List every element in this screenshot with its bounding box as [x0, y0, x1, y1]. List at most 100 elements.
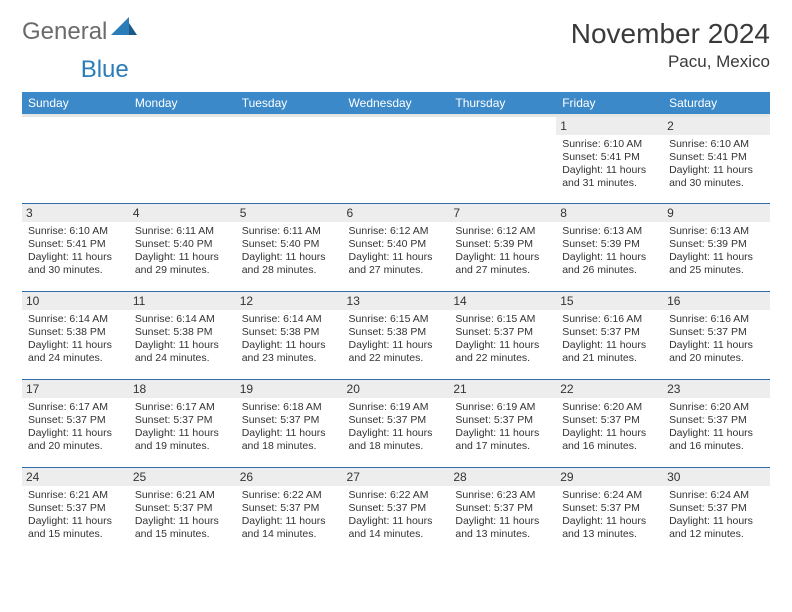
day-details: Sunrise: 6:17 AMSunset: 5:37 PMDaylight:…	[135, 401, 230, 454]
day-number: 23	[663, 380, 770, 398]
day-detail-line: Sunrise: 6:12 AM	[349, 225, 444, 238]
day-details: Sunrise: 6:24 AMSunset: 5:37 PMDaylight:…	[669, 489, 764, 542]
day-number: 12	[236, 292, 343, 310]
logo-text-general: General	[22, 18, 107, 46]
day-detail-line: Daylight: 11 hours and 27 minutes.	[455, 251, 550, 277]
day-number: 6	[343, 204, 450, 222]
day-detail-line: Sunrise: 6:17 AM	[135, 401, 230, 414]
calendar-day-cell: 29Sunrise: 6:24 AMSunset: 5:37 PMDayligh…	[556, 468, 663, 556]
day-details: Sunrise: 6:14 AMSunset: 5:38 PMDaylight:…	[28, 313, 123, 366]
calendar-head: SundayMondayTuesdayWednesdayThursdayFrid…	[22, 92, 770, 116]
day-detail-line: Daylight: 11 hours and 18 minutes.	[349, 427, 444, 453]
day-details: Sunrise: 6:14 AMSunset: 5:38 PMDaylight:…	[242, 313, 337, 366]
day-detail-line: Daylight: 11 hours and 12 minutes.	[669, 515, 764, 541]
day-details: Sunrise: 6:11 AMSunset: 5:40 PMDaylight:…	[135, 225, 230, 278]
day-detail-line: Sunrise: 6:10 AM	[669, 138, 764, 151]
day-number	[22, 117, 129, 135]
day-detail-line: Daylight: 11 hours and 24 minutes.	[135, 339, 230, 365]
day-details: Sunrise: 6:13 AMSunset: 5:39 PMDaylight:…	[562, 225, 657, 278]
day-details: Sunrise: 6:11 AMSunset: 5:40 PMDaylight:…	[242, 225, 337, 278]
calendar-day-cell: 9Sunrise: 6:13 AMSunset: 5:39 PMDaylight…	[663, 204, 770, 292]
day-detail-line: Daylight: 11 hours and 29 minutes.	[135, 251, 230, 277]
calendar-day-cell	[22, 116, 129, 204]
title-block: November 2024 Pacu, Mexico	[571, 18, 770, 72]
day-details: Sunrise: 6:12 AMSunset: 5:40 PMDaylight:…	[349, 225, 444, 278]
day-detail-line: Sunrise: 6:17 AM	[28, 401, 123, 414]
day-number	[449, 117, 556, 135]
calendar-day-cell: 28Sunrise: 6:23 AMSunset: 5:37 PMDayligh…	[449, 468, 556, 556]
day-number: 10	[22, 292, 129, 310]
day-detail-line: Sunrise: 6:10 AM	[562, 138, 657, 151]
day-number: 13	[343, 292, 450, 310]
calendar-day-cell: 2Sunrise: 6:10 AMSunset: 5:41 PMDaylight…	[663, 116, 770, 204]
day-detail-line: Sunrise: 6:22 AM	[242, 489, 337, 502]
calendar-day-cell: 4Sunrise: 6:11 AMSunset: 5:40 PMDaylight…	[129, 204, 236, 292]
calendar-day-cell: 7 Sunrise: 6:12 AMSunset: 5:39 PMDaylight…	[449, 204, 556, 292]
day-detail-line: Sunset: 5:40 PM	[135, 238, 230, 251]
day-detail-line: Daylight: 11 hours and 28 minutes.	[242, 251, 337, 277]
day-detail-line: Sunset: 5:37 PM	[669, 326, 764, 339]
day-detail-line: Daylight: 11 hours and 24 minutes.	[28, 339, 123, 365]
day-number	[236, 117, 343, 135]
day-detail-line: Sunrise: 6:14 AM	[28, 313, 123, 326]
day-details: Sunrise: 6:21 AMSunset: 5:37 PMDaylight:…	[28, 489, 123, 542]
day-detail-line: Sunset: 5:37 PM	[562, 502, 657, 515]
day-detail-line: Sunset: 5:39 PM	[455, 238, 550, 251]
calendar-day-cell: 17Sunrise: 6:17 AMSunset: 5:37 PMDayligh…	[22, 380, 129, 468]
day-number	[343, 117, 450, 135]
calendar-day-cell	[236, 116, 343, 204]
calendar-table: SundayMondayTuesdayWednesdayThursdayFrid…	[22, 92, 770, 556]
day-detail-line: Sunrise: 6:20 AM	[562, 401, 657, 414]
day-details: Sunrise: 6:22 AMSunset: 5:37 PMDaylight:…	[242, 489, 337, 542]
location-label: Pacu, Mexico	[571, 52, 770, 72]
day-detail-line: Sunset: 5:37 PM	[242, 502, 337, 515]
day-detail-line: Sunrise: 6:14 AM	[135, 313, 230, 326]
calendar-day-cell: 23Sunrise: 6:20 AMSunset: 5:37 PMDayligh…	[663, 380, 770, 468]
weekday-header: Friday	[556, 92, 663, 116]
day-detail-line: Daylight: 11 hours and 25 minutes.	[669, 251, 764, 277]
calendar-week-row: 10 Sunrise: 6:14 AMSunset: 5:38 PMDayligh…	[22, 292, 770, 380]
day-detail-line: Sunset: 5:37 PM	[562, 414, 657, 427]
day-number: 25	[129, 468, 236, 486]
day-details: Sunrise: 6:16 AMSunset: 5:37 PMDaylight:…	[562, 313, 657, 366]
day-details: Sunrise: 6:10 AMSunset: 5:41 PMDaylight:…	[28, 225, 123, 278]
day-details: Sunrise: 6:16 AMSunset: 5:37 PMDaylight:…	[669, 313, 764, 366]
day-details: Sunrise: 6:12 AMSunset: 5:39 PMDaylight:…	[455, 225, 550, 278]
day-number: 5	[236, 204, 343, 222]
day-number: 7	[449, 204, 556, 222]
calendar-day-cell: 1Sunrise: 6:10 AMSunset: 5:41 PMDaylight…	[556, 116, 663, 204]
calendar-day-cell: 16Sunrise: 6:16 AMSunset: 5:37 PMDayligh…	[663, 292, 770, 380]
calendar-week-row: 24Sunrise: 6:21 AMSunset: 5:37 PMDayligh…	[22, 468, 770, 556]
calendar-day-cell: 6 Sunrise: 6:12 AMSunset: 5:40 PMDaylight…	[343, 204, 450, 292]
calendar-week-row: 1Sunrise: 6:10 AMSunset: 5:41 PMDaylight…	[22, 116, 770, 204]
day-detail-line: Sunset: 5:40 PM	[242, 238, 337, 251]
day-detail-line: Sunset: 5:37 PM	[455, 502, 550, 515]
day-number: 8	[556, 204, 663, 222]
day-detail-line: Sunset: 5:37 PM	[135, 414, 230, 427]
day-number: 24	[22, 468, 129, 486]
day-number: 14	[449, 292, 556, 310]
day-number: 3	[22, 204, 129, 222]
day-details: Sunrise: 6:15 AMSunset: 5:38 PMDaylight:…	[349, 313, 444, 366]
day-detail-line: Sunrise: 6:19 AM	[455, 401, 550, 414]
calendar-body: 1Sunrise: 6:10 AMSunset: 5:41 PMDaylight…	[22, 116, 770, 556]
day-detail-line: Daylight: 11 hours and 14 minutes.	[242, 515, 337, 541]
day-detail-line: Sunset: 5:37 PM	[28, 502, 123, 515]
day-detail-line: Sunset: 5:37 PM	[28, 414, 123, 427]
day-detail-line: Daylight: 11 hours and 15 minutes.	[135, 515, 230, 541]
day-number: 18	[129, 380, 236, 398]
day-detail-line: Sunrise: 6:18 AM	[242, 401, 337, 414]
day-detail-line: Sunset: 5:37 PM	[242, 414, 337, 427]
day-detail-line: Sunrise: 6:21 AM	[28, 489, 123, 502]
day-detail-line: Sunset: 5:37 PM	[669, 502, 764, 515]
calendar-day-cell: 5 Sunrise: 6:11 AMSunset: 5:40 PMDaylight…	[236, 204, 343, 292]
day-details: Sunrise: 6:19 AMSunset: 5:37 PMDaylight:…	[349, 401, 444, 454]
day-details: Sunrise: 6:23 AMSunset: 5:37 PMDaylight:…	[455, 489, 550, 542]
day-detail-line: Daylight: 11 hours and 31 minutes.	[562, 164, 657, 190]
day-detail-line: Daylight: 11 hours and 14 minutes.	[349, 515, 444, 541]
weekday-row: SundayMondayTuesdayWednesdayThursdayFrid…	[22, 92, 770, 116]
day-detail-line: Daylight: 11 hours and 20 minutes.	[28, 427, 123, 453]
logo-text-blue: Blue	[81, 56, 129, 84]
day-details: Sunrise: 6:15 AMSunset: 5:37 PMDaylight:…	[455, 313, 550, 366]
day-number: 9	[663, 204, 770, 222]
